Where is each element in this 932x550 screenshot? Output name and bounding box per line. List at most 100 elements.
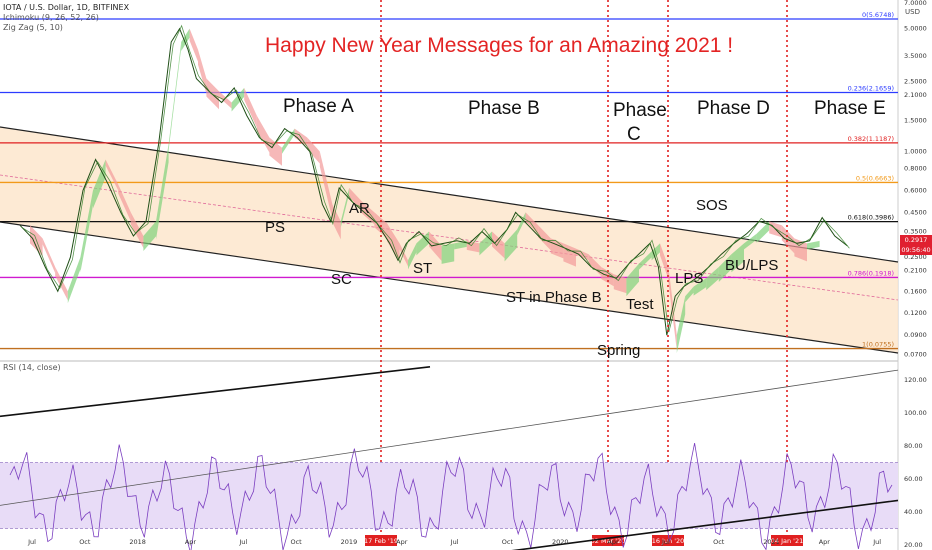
rsi-legend: RSI (14, close) (3, 363, 61, 372)
rsi-tick-3: 60.00 (904, 475, 923, 483)
rsi-trendline-bottom (511, 499, 899, 550)
rsi-tick-4: 40.00 (904, 508, 923, 516)
cloud-segment-27 (307, 137, 320, 164)
cloud-segment-15 (168, 41, 182, 151)
cloud-segment-55 (639, 251, 652, 270)
cloud-segment-8 (80, 190, 93, 273)
cloud-segment-28 (319, 151, 333, 220)
phase-c-letter: C (627, 124, 641, 145)
cloud-segment-70 (807, 240, 820, 250)
cloud-segment-59 (676, 296, 686, 354)
rsi-tick-2: 80.00 (904, 442, 923, 450)
phase-b-label: Phase B (468, 98, 540, 119)
date-marker-badge-2 (652, 535, 684, 546)
cloud-segment-29 (332, 204, 341, 240)
cloud-segment-5 (42, 238, 56, 273)
fib-label-6: 1(0.0755) (862, 341, 894, 349)
price-badge: 0.2917 09:56:40 (900, 235, 932, 255)
time-axis: Jul Oct 2018 Apr Jul Oct 2019 Apr Jul Oct 2020 Apr J… (27, 538, 881, 546)
price-badge-price: 0.2917 (904, 236, 928, 244)
cloud-segment-63 (718, 254, 732, 282)
time-tick-12: Jul (661, 538, 670, 546)
cloud-segment-65 (744, 233, 757, 250)
time-tick-1: Oct (79, 538, 91, 546)
cloud-segment-54 (626, 263, 639, 297)
price-tick-15: 0.0900 (904, 331, 927, 339)
cloud-segment-36 (408, 243, 417, 270)
time-tick-5: Oct (290, 538, 302, 546)
time-tick-4: Jul (238, 538, 247, 546)
symbol-legend: IOTA / U.S. Dollar, 1D, BITFINEX (3, 3, 130, 12)
cloud-segment-31 (349, 187, 362, 211)
time-tick-16: Jul (872, 538, 881, 546)
price-tick-8: 0.6000 (904, 186, 927, 194)
cloud-segment-20 (219, 91, 232, 109)
time-tick-10: 2020 (552, 538, 569, 546)
price-tick-3: 2.5000 (904, 78, 927, 86)
price-tick-6: 1.0000 (904, 147, 927, 155)
time-tick-11: Apr (607, 538, 619, 546)
price-tick-14: 0.1200 (904, 309, 927, 317)
spring-label: Spring (597, 342, 640, 359)
cloud-segment-38 (429, 231, 442, 261)
ar-label: AR (349, 200, 370, 217)
zigzag-legend: Zig Zag (5, 10) (3, 23, 63, 32)
phase-c-label: Phase (613, 100, 667, 121)
price-tick-12: 0.2100 (904, 267, 927, 275)
date-marker-badge-3 (771, 535, 803, 546)
time-tick-6: 2019 (341, 538, 358, 546)
cloud-segment-62 (706, 266, 719, 291)
time-tick-8: Jul (450, 538, 459, 546)
date-marker-badge-1 (592, 535, 624, 546)
st-phase-b-label: ST in Phase B (506, 289, 602, 306)
date-marker-label-2: 16 Jun '20 (652, 537, 685, 545)
cloud-segment-56 (651, 243, 660, 261)
cloud-segment-30 (340, 187, 350, 228)
date-marker-label-3: 04 Jan '21 (771, 537, 803, 545)
fib-label-5: 0.786(0.1918) (848, 269, 894, 277)
time-tick-9: Oct (502, 538, 514, 546)
price-tick-10: 0.3500 (904, 228, 927, 236)
cloud-segment-22 (244, 87, 257, 128)
lps-label: LPS (675, 270, 703, 287)
price-axis: 7.0000 5.0000 3.5000 2.5000 2.1000 1.5000 1.00… (904, 0, 927, 549)
cloud-segment-10 (105, 159, 119, 191)
cloud-segment-43 (492, 231, 505, 259)
channel-fill (0, 127, 898, 353)
cloud-segment-40 (454, 240, 467, 250)
date-marker-label-1: 02 Mar '20 (591, 537, 626, 545)
cloud-segment-35 (399, 243, 408, 267)
time-tick-7: Apr (396, 538, 408, 546)
channel-upper-line (0, 126, 899, 263)
fib-label-3: 0.5(0.6663) (856, 174, 894, 182)
price-series-jitter (21, 24, 850, 333)
rsi-tick-0: 120.00 (904, 376, 927, 384)
time-tick-14: 2021 (763, 538, 780, 546)
price-tick-2: 3.5000 (904, 52, 927, 60)
price-series (19, 27, 848, 336)
price-tick-9: 0.4500 (904, 208, 927, 216)
rsi-tick-5: 20.00 (904, 541, 923, 549)
time-tick-3: Apr (185, 538, 197, 546)
price-tick-13: 0.1600 (904, 287, 927, 295)
cloud-segment-9 (93, 159, 106, 209)
ichimoku-legend: Ichimoku (9, 26, 52, 26) (3, 13, 99, 22)
ps-label: PS (265, 219, 285, 236)
cloud-segment-12 (130, 212, 144, 249)
rsi-band (0, 462, 898, 529)
time-tick-15: Apr (819, 538, 831, 546)
cloud-segment-47 (538, 225, 551, 251)
fib-label-0: 0(5.6748) (862, 11, 894, 19)
descending-channel (0, 126, 899, 354)
cloud-segment-11 (118, 184, 131, 222)
price-tick-16: 0.0700 (904, 350, 927, 358)
date-markers: 17 Feb '19 02 Mar '20 16 Jun '20 04 Jan '21 (364, 0, 803, 546)
price-line (19, 24, 850, 336)
time-tick-0: Jul (27, 538, 36, 546)
phase-a-label: Phase A (283, 96, 354, 117)
fib-label-1: 0.236(2.1659) (848, 84, 894, 92)
cloud-segment-66 (756, 221, 770, 243)
cloud-segment-39 (441, 243, 455, 264)
fib-label-2: 0.382(1.1187) (848, 135, 894, 143)
